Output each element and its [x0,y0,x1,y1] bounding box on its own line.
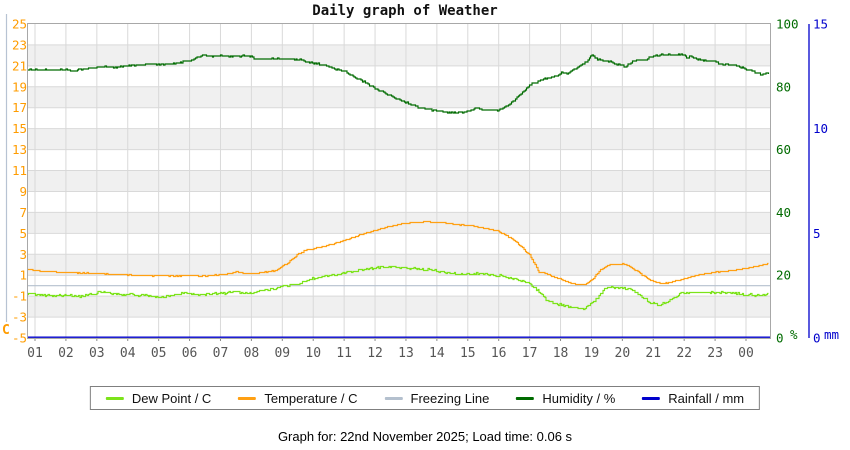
svg-text:15: 15 [12,121,27,136]
legend-label: Rainfall / mm [668,390,745,406]
rainfall-axis-unit-label: mm [824,327,839,342]
svg-text:09: 09 [274,346,290,361]
svg-text:11: 11 [12,163,27,178]
rainfall-axis-tick-labels: 15 10 5 0 [813,17,828,346]
svg-text:-5: -5 [12,331,27,346]
legend-label: Freezing Line [410,390,490,406]
svg-text:-1: -1 [12,289,27,304]
svg-text:1: 1 [19,268,27,283]
legend-label: Humidity / % [542,390,616,406]
svg-text:16: 16 [491,346,507,361]
svg-text:17: 17 [12,100,27,115]
svg-text:3: 3 [19,247,27,262]
legend-swatch-humidity [516,396,535,400]
svg-text:5: 5 [813,226,821,241]
svg-text:14: 14 [429,346,445,361]
legend-label: Temperature / C [264,390,358,406]
grid-lines [28,24,770,341]
svg-text:08: 08 [244,346,260,361]
svg-text:07: 07 [213,346,229,361]
svg-text:00: 00 [738,346,754,361]
svg-text:10: 10 [813,121,828,136]
svg-text:18: 18 [553,346,569,361]
svg-text:06: 06 [182,346,198,361]
svg-text:13: 13 [12,142,27,157]
svg-text:23: 23 [12,37,27,52]
legend-item-temperature-c: Temperature / C [238,390,358,406]
legend-item-humidity: Humidity / % [516,391,615,406]
svg-text:10: 10 [305,346,321,361]
svg-text:0: 0 [813,331,821,346]
x-axis-tick-labels: 01 02 03 04 05 06 07 08 09 10 11 12 13 14 15 16 17 18 19 20… [27,346,754,361]
svg-text:20: 20 [776,268,791,283]
series-humidity [28,53,770,114]
chart-canvas: 252321191715131197531-1-3-5C100806040200… [2,14,839,361]
humidity-axis-tick-labels: 100 80 60 40 20 0 [776,17,799,346]
legend-label: Dew Point / C [131,390,212,406]
svg-text:02: 02 [58,346,74,361]
svg-text:12: 12 [367,346,383,361]
chart-legend: Dew Point / C Temperature / C Freezing Lin… [89,386,761,410]
svg-text:01: 01 [27,346,43,361]
svg-text:04: 04 [120,346,136,361]
series-dew-point-c [27,265,769,311]
legend-swatch-rainfall-mm [642,396,661,400]
svg-text:40: 40 [776,205,791,220]
svg-text:9: 9 [19,184,27,199]
svg-text:15: 15 [813,17,828,32]
plot-bands [28,24,770,338]
legend-item-rainfall-mm: Rainfall / mm [642,391,744,406]
legend-item-dew-point-c: Dew Point / C [105,390,212,406]
chart-footer: Graph for: 22nd November 2025; Load time… [277,429,573,444]
svg-text:23: 23 [707,346,723,361]
svg-text:-3: -3 [12,310,27,325]
svg-text:21: 21 [645,346,661,361]
legend-item-freezing-line: Freezing Line [384,390,490,406]
svg-text:15: 15 [460,346,476,361]
svg-text:22: 22 [676,346,692,361]
svg-text:11: 11 [336,346,352,361]
svg-text:13: 13 [398,346,414,361]
legend-swatch-dew-point-c [105,396,124,400]
left-axis-tick-labels: 25 23 21 19 17 15 13 11 9 7 5 3 1 -1 -3 -5 [12,17,27,346]
svg-text:100: 100 [776,17,799,32]
svg-text:19: 19 [12,79,27,94]
svg-text:5: 5 [19,226,27,241]
svg-text:7: 7 [19,205,27,220]
svg-text:05: 05 [151,346,167,361]
svg-text:25: 25 [12,17,27,32]
legend-swatch-freezing-line [384,396,403,400]
chart-title: Daily graph of Weather [312,3,498,19]
svg-text:80: 80 [776,79,791,94]
svg-text:20: 20 [615,346,631,361]
svg-text:21: 21 [12,58,27,73]
svg-text:19: 19 [584,346,600,361]
series-temperature-c [28,220,769,286]
svg-text:17: 17 [522,346,538,361]
legend-swatch-temperature-c [238,396,257,400]
left-axis-unit-label: C [2,323,10,338]
svg-text:60: 60 [776,142,791,157]
svg-text:03: 03 [89,346,105,361]
humidity-axis-unit-label: % [790,327,798,342]
svg-text:0: 0 [776,331,784,346]
